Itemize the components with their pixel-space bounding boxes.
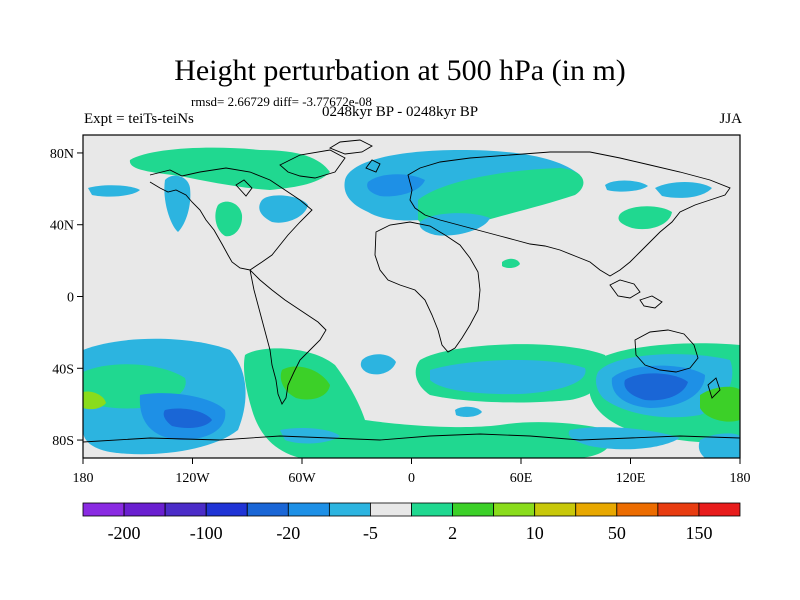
coastlines	[83, 139, 740, 443]
colorbar-box	[82, 502, 125, 517]
anomaly-arabia	[502, 258, 520, 269]
lat-tick-label: 40S	[52, 362, 74, 377]
lon-tick-label: 180	[73, 471, 94, 486]
colorbar-box	[328, 502, 371, 517]
plot-title: Height perturbation at 500 hPa (in m)	[174, 54, 626, 87]
colorbar-box	[370, 502, 412, 517]
coastline-segment	[279, 149, 346, 179]
colorbar-box	[534, 502, 577, 517]
colorbar-label: -200	[108, 523, 141, 543]
anomaly-far-south-pacific	[698, 433, 740, 458]
anomaly-west-us	[215, 201, 243, 237]
longitude-ticks: 180 120W 60W 0 60E 120E 180	[73, 458, 751, 486]
anomaly-east-asia	[618, 206, 672, 230]
lon-tick-label: 120E	[616, 471, 646, 486]
colorbar-box	[205, 502, 248, 517]
anomaly-australia-bright	[700, 386, 740, 422]
coastline-segment	[365, 159, 381, 173]
coastline-segment	[249, 269, 327, 405]
anomaly-south-atlantic-small	[360, 354, 396, 375]
anomaly-south-america-band	[243, 348, 611, 458]
lat-tick-label: 40N	[50, 219, 74, 234]
colorbar-box	[575, 502, 618, 517]
colorbar-label: 10	[526, 523, 544, 543]
colorbar	[82, 502, 741, 517]
anomaly-east-siberia	[605, 180, 648, 192]
colorbar-label: -5	[363, 523, 378, 543]
lon-tick-label: 120W	[175, 471, 210, 486]
anomaly-pacific-nw	[88, 185, 140, 197]
anomaly-south-indian-blue	[430, 359, 586, 395]
lat-tick-label: 80S	[52, 434, 74, 449]
colorbar-box	[657, 502, 700, 517]
anomaly-antarctic-atlantic	[280, 428, 340, 444]
anomaly-australia-dark	[624, 373, 688, 401]
period-label: 0248kyr BP - 0248kyr BP	[322, 104, 479, 120]
coastline-segment	[634, 329, 699, 373]
colorbar-box	[698, 502, 741, 517]
lat-tick-label: 0	[67, 291, 74, 306]
coastline-segment	[407, 151, 731, 277]
anomaly-scandinavia	[367, 174, 425, 197]
lon-tick-label: 60E	[510, 471, 533, 486]
coastline-segment	[374, 221, 481, 353]
anomaly-southern-ocean-small	[455, 406, 482, 417]
experiment-label: Expt = teiTs-teiNs	[84, 111, 194, 127]
colorbar-box	[411, 502, 453, 517]
lon-tick-label: 0	[408, 471, 415, 486]
colorbar-box	[287, 502, 330, 517]
colorbar-box	[123, 502, 166, 517]
colorbar-label: 150	[685, 523, 712, 543]
colorbar-box	[616, 502, 659, 517]
anomaly-alaska	[164, 175, 191, 232]
contour-fields	[83, 139, 740, 458]
colorbar-labels: -200 -100 -20 -5 2 10 50 150	[108, 523, 713, 543]
anomaly-south-pacific-yellow	[83, 391, 106, 410]
colorbar-label: -20	[276, 523, 300, 543]
coastline-segment	[235, 179, 253, 197]
colorbar-label: 2	[448, 523, 457, 543]
colorbar-box	[246, 502, 289, 517]
colorbar-box	[493, 502, 536, 517]
latitude-ticks: 80N 40N 0 40S 80S	[50, 147, 83, 449]
colorbar-box	[164, 502, 207, 517]
coastline-segment	[328, 139, 373, 155]
coastline-segment	[149, 167, 313, 271]
colorbar-label: -100	[190, 523, 223, 543]
lat-tick-label: 80N	[50, 147, 74, 162]
anomaly-far-east	[655, 182, 712, 198]
coastline-segment	[609, 279, 641, 299]
coastline-segment	[83, 433, 740, 443]
coastline-segment	[639, 295, 663, 309]
lon-tick-label: 180	[730, 471, 751, 486]
season-label: JJA	[719, 111, 742, 127]
anomaly-eastern-canada	[259, 195, 308, 223]
colorbar-box	[452, 502, 495, 517]
lon-tick-label: 60W	[288, 471, 316, 486]
stats-label: rmsd= 2.66729 diff= -3.77672e-08	[191, 94, 372, 109]
anomaly-south-pacific-dark	[163, 408, 212, 428]
coastline-segment	[707, 377, 721, 399]
colorbar-label: 50	[608, 523, 626, 543]
